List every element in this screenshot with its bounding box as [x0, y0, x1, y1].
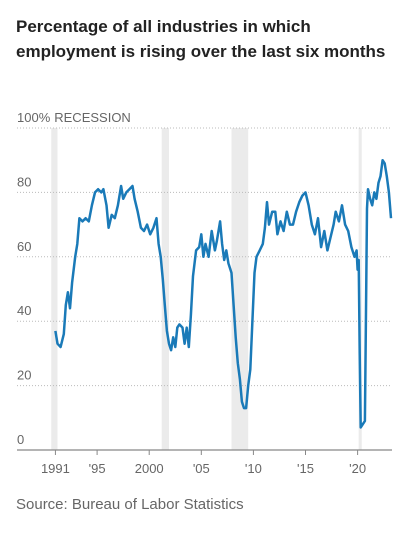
y-tick-label: 40 [17, 303, 31, 318]
x-tick-label: '10 [245, 461, 262, 476]
data-line [54, 158, 393, 429]
x-tick-label: '05 [193, 461, 210, 476]
x-tick-label: 1991 [41, 461, 70, 476]
source-note: Source: Bureau of Labor Statistics [16, 496, 244, 513]
recession-band [51, 128, 58, 450]
y-tick-label: 60 [17, 239, 31, 254]
chart-title: Percentage of all industries in which em… [16, 17, 386, 61]
recession-legend-label: RECESSION [54, 110, 131, 125]
x-tick-label: '95 [89, 461, 106, 476]
y-tick-label: 20 [17, 368, 31, 383]
recession-band [231, 128, 249, 450]
x-tick-label: 2000 [135, 461, 164, 476]
x-tick-label: '20 [349, 461, 366, 476]
y-tick-label: 100% [17, 110, 51, 125]
y-tick-label: 0 [17, 432, 24, 447]
y-tick-label: 80 [17, 174, 31, 189]
recession-band [161, 128, 170, 450]
x-tick-label: '15 [297, 461, 314, 476]
